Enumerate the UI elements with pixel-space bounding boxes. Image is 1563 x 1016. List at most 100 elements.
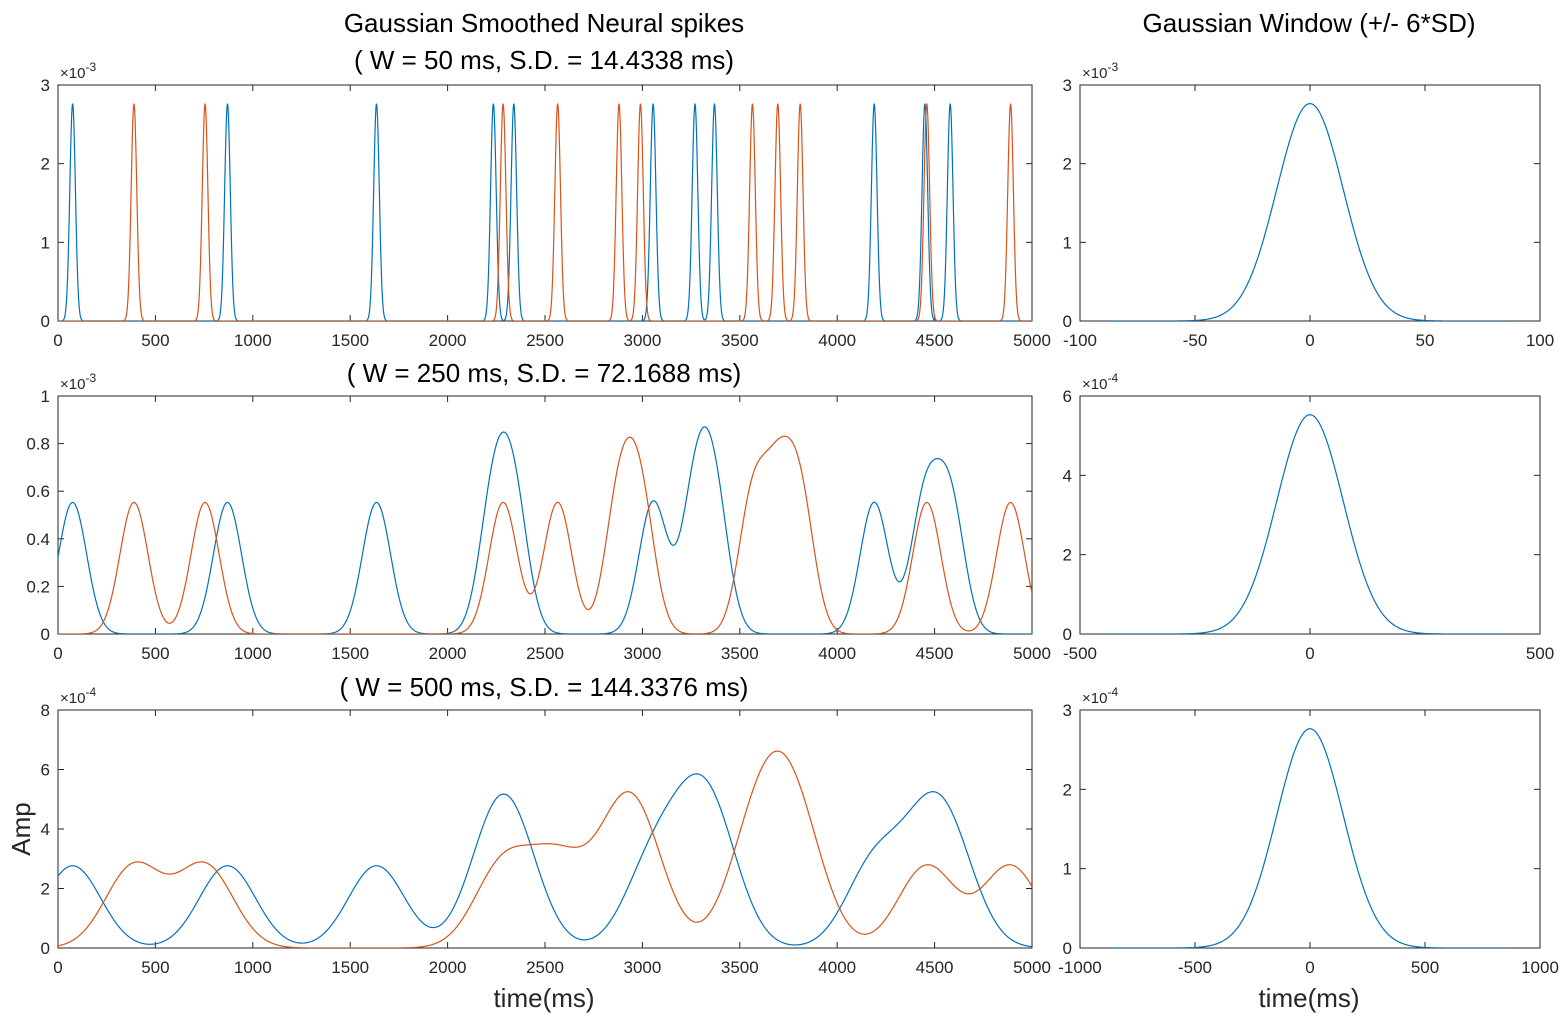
plot-area: 0 500 1000 1500 2000 2500 3000 3500 4000 4500 5000…: [26, 60, 1559, 977]
x-tick-label: 4500: [916, 644, 954, 663]
y-tick-label: 3: [41, 76, 50, 95]
y-tick-label: 2: [41, 880, 50, 899]
y-tick-label: 6: [1063, 387, 1072, 406]
x-tick-label: 2500: [526, 331, 564, 350]
y-exponent-label: ×10-3: [1082, 60, 1118, 82]
x-tick-label: 3500: [721, 331, 759, 350]
x-tick-label: 5000: [1013, 644, 1051, 663]
panel-3: 0 500 1000 1500 2000 2500 3000 3500 4000 4500 5000…: [26, 371, 1051, 663]
x-tick-label: 0: [1305, 331, 1314, 350]
x-axis-label-left: time(ms): [493, 983, 594, 1013]
panel-5: 0 500 1000 1500 2000 2500 3000 3500 4000 4500 5000…: [41, 685, 1051, 977]
x-tick-label: 3500: [721, 644, 759, 663]
x-tick-label: 500: [141, 644, 169, 663]
x-tick-label: 0: [1305, 644, 1314, 663]
y-tick-label: 0: [41, 625, 50, 644]
x-tick-label: 4000: [818, 331, 856, 350]
x-tick-label: 100: [1526, 331, 1554, 350]
main-title: Gaussian Smoothed Neural spikes: [344, 8, 744, 38]
x-tick-label: 3000: [623, 958, 661, 977]
y-tick-label: 0: [41, 939, 50, 958]
x-tick-label: 0: [53, 958, 62, 977]
y-tick-label: 4: [41, 820, 50, 839]
y-tick-label: 1: [1063, 860, 1072, 879]
x-tick-label: 1500: [331, 331, 369, 350]
y-tick-label: 3: [1063, 701, 1072, 720]
y-tick-label: 0.6: [26, 482, 50, 501]
x-tick-label: 4000: [818, 644, 856, 663]
y-tick-label: 0: [1063, 625, 1072, 644]
y-axis-label: Amp: [6, 802, 36, 855]
x-tick-label: 5000: [1013, 958, 1051, 977]
y-tick-label: 2: [1063, 155, 1072, 174]
x-tick-label: 4000: [818, 958, 856, 977]
series-2-line: [58, 103, 1032, 321]
x-tick-label: 2500: [526, 958, 564, 977]
x-tick-label: 3000: [623, 331, 661, 350]
panel-3-subtitle: ( W = 250 ms, S.D. = 72.1688 ms): [347, 358, 741, 388]
panel-2: -100 -50 0 50 100 0 1 2 3 ×10-3: [1063, 60, 1555, 350]
y-exponent-label: ×10-3: [60, 371, 96, 393]
x-tick-label: 2000: [429, 958, 467, 977]
y-tick-label: 0: [1063, 939, 1072, 958]
x-tick-label: 0: [53, 644, 62, 663]
y-tick-label: 8: [41, 701, 50, 720]
y-tick-label: 4: [1063, 466, 1072, 485]
y-tick-label: 2: [1063, 780, 1072, 799]
x-tick-label: 3500: [721, 958, 759, 977]
x-tick-label: 0: [1305, 958, 1314, 977]
y-tick-label: 1: [1063, 233, 1072, 252]
window-title: Gaussian Window (+/- 6*SD): [1142, 8, 1475, 38]
x-tick-label: 1000: [234, 331, 272, 350]
window-line: [1110, 728, 1510, 948]
x-tick-label: 1000: [234, 644, 272, 663]
series-2-line: [58, 435, 1032, 634]
panel-1: 0 500 1000 1500 2000 2500 3000 3500 4000 4500 5000…: [41, 60, 1051, 350]
panel-1-subtitle: ( W = 50 ms, S.D. = 14.4338 ms): [354, 45, 734, 75]
y-tick-label: 0: [41, 312, 50, 331]
series-1-line: [58, 426, 1032, 634]
y-tick-label: 1: [41, 233, 50, 252]
x-tick-label: -500: [1178, 958, 1212, 977]
y-tick-label: 0.2: [26, 577, 50, 596]
x-tick-label: 1500: [331, 644, 369, 663]
y-tick-label: 0.8: [26, 435, 50, 454]
y-exponent-label: ×10-4: [1082, 685, 1118, 707]
y-exponent-label: ×10-4: [60, 685, 96, 707]
x-tick-label: 1500: [331, 958, 369, 977]
y-tick-label: 2: [1063, 546, 1072, 565]
x-tick-label: -1000: [1058, 958, 1101, 977]
window-line: [1110, 102, 1510, 321]
y-tick-label: 0.4: [26, 530, 50, 549]
x-tick-label: 4500: [916, 958, 954, 977]
y-tick-label: 1: [41, 387, 50, 406]
x-tick-label: -500: [1063, 644, 1097, 663]
x-tick-label: 2000: [429, 644, 467, 663]
x-tick-label: 500: [141, 331, 169, 350]
y-tick-label: 3: [1063, 76, 1072, 95]
x-tick-label: 1000: [1521, 958, 1559, 977]
x-axis-label-right: time(ms): [1258, 983, 1359, 1013]
x-tick-label: 5000: [1013, 331, 1051, 350]
window-line: [1110, 414, 1510, 634]
x-tick-label: 1000: [234, 958, 272, 977]
panel-6: -1000 -500 0 500 1000 0 1 2 3 ×10-4: [1058, 685, 1559, 977]
x-tick-label: 500: [1411, 958, 1439, 977]
x-tick-label: 0: [53, 331, 62, 350]
y-tick-label: 0: [1063, 312, 1072, 331]
x-tick-label: -100: [1063, 331, 1097, 350]
x-tick-label: 50: [1416, 331, 1435, 350]
x-tick-label: 4500: [916, 331, 954, 350]
x-tick-label: 2000: [429, 331, 467, 350]
y-tick-label: 2: [41, 155, 50, 174]
x-tick-label: 500: [1526, 644, 1554, 663]
series-1-line: [58, 103, 1032, 321]
x-tick-label: -50: [1183, 331, 1208, 350]
y-exponent-label: ×10-3: [60, 60, 96, 82]
panel-5-subtitle: ( W = 500 ms, S.D. = 144.3376 ms): [340, 672, 749, 702]
x-tick-label: 3000: [623, 644, 661, 663]
x-tick-label: 500: [141, 958, 169, 977]
